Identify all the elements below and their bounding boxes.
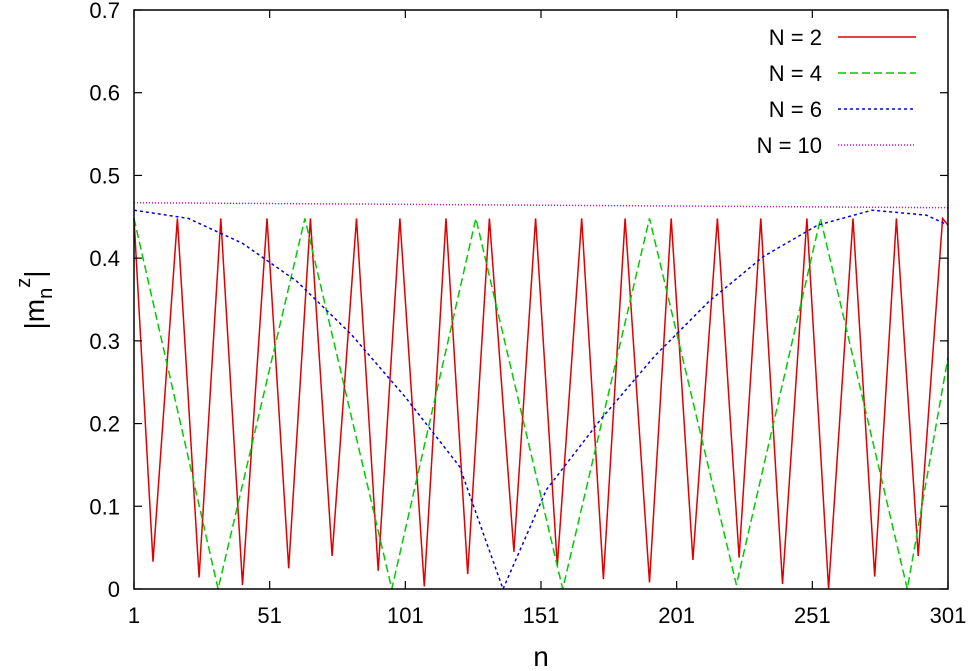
y-tick-label: 0.5 (89, 163, 120, 188)
legend-label: N = 2 (769, 25, 822, 50)
y-tick-label: 0.3 (89, 329, 120, 354)
chart-marks (133, 201, 949, 592)
series-line-1 (133, 216, 949, 590)
legend-item: N = 4 (769, 61, 916, 86)
y-axis-label-superscript: z (13, 278, 35, 288)
legend-label: N = 6 (769, 97, 822, 122)
y-tick-label: 0.4 (89, 246, 120, 271)
x-tick-label: 101 (387, 603, 424, 628)
y-tick-label: 0 (108, 577, 120, 602)
x-tick-label: 251 (794, 603, 831, 628)
x-tick-label: 301 (930, 603, 967, 628)
series-line-4 (133, 201, 949, 209)
y-axis-label-prefix: |m (19, 299, 50, 330)
x-axis-label: n (533, 641, 549, 671)
legend-item: N = 10 (757, 133, 916, 158)
legend: N = 2 N = 4 N = 6 N = 10 (757, 25, 916, 158)
y-axis-label-suffix: | (19, 270, 50, 277)
y-tick-label: 0.2 (89, 412, 120, 437)
legend-item: N = 2 (769, 25, 916, 50)
y-tick-label: 0.1 (89, 494, 120, 519)
x-tick-label: 201 (658, 603, 695, 628)
y-tick-label: 0.7 (89, 0, 120, 23)
x-tick-label: 151 (523, 603, 560, 628)
legend-label: N = 10 (757, 133, 822, 158)
plot-frame (133, 9, 949, 590)
y-axis-label: |mnz| (13, 270, 57, 329)
legend-item: N = 6 (769, 97, 916, 122)
series-line-3 (133, 209, 949, 592)
legend-label: N = 4 (769, 61, 822, 86)
y-tick-label: 0.6 (89, 81, 120, 106)
x-tick-label: 51 (257, 603, 281, 628)
y-axis-label-subscript: n (35, 288, 57, 299)
x-tick-label: 1 (128, 603, 140, 628)
